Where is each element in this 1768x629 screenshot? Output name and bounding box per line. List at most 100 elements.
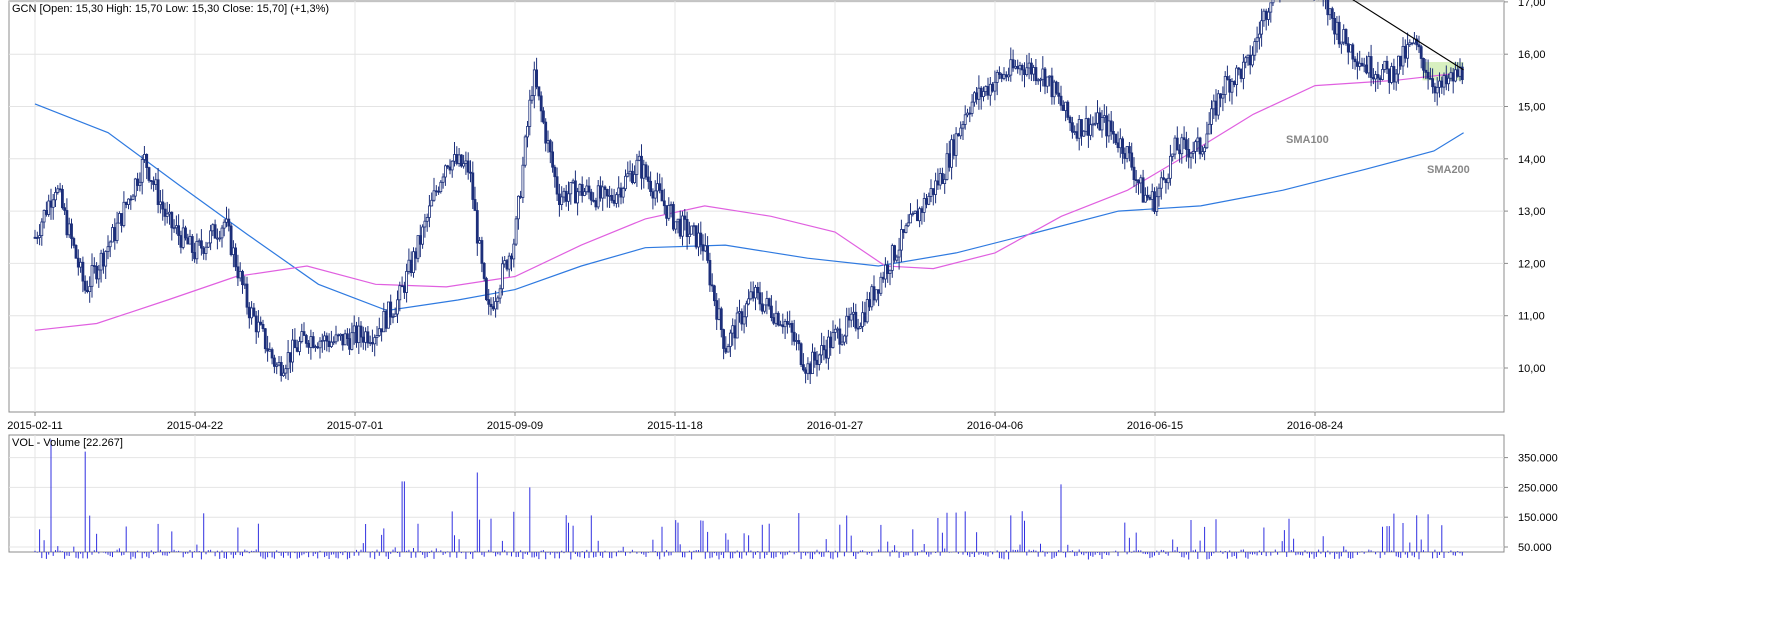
candle-body xyxy=(854,311,858,329)
sma200-line xyxy=(34,103,1464,312)
candle-body xyxy=(542,110,545,123)
candle-body xyxy=(1162,177,1165,180)
candle-body xyxy=(386,301,390,329)
candle-body xyxy=(1075,131,1079,139)
candle-body xyxy=(824,349,828,359)
candle-body xyxy=(852,311,855,315)
candle-body xyxy=(1045,76,1049,87)
candle-body xyxy=(1376,74,1380,79)
candle-body xyxy=(40,221,44,237)
candle-body xyxy=(699,232,703,246)
candle-body xyxy=(799,343,803,366)
candle-body xyxy=(1422,58,1425,71)
candle-body xyxy=(713,285,716,302)
candle-body xyxy=(694,225,698,248)
candle-body xyxy=(1020,65,1024,71)
candle-body xyxy=(959,127,963,137)
candle-body xyxy=(975,92,978,100)
candle-body xyxy=(1205,133,1209,149)
price-panel-frame xyxy=(8,0,1505,413)
candle-body xyxy=(393,313,397,317)
candle-body xyxy=(1394,73,1398,83)
candle-body xyxy=(1201,151,1204,155)
candle-body xyxy=(783,320,787,328)
candle-body xyxy=(656,183,659,192)
candle-body xyxy=(409,259,413,274)
candle-body xyxy=(1098,112,1102,131)
candle-body xyxy=(391,316,395,318)
candle-body xyxy=(1043,68,1047,87)
candle-body xyxy=(571,180,575,183)
candle-body xyxy=(952,139,956,156)
candle-body xyxy=(1055,81,1058,94)
candle-body xyxy=(788,322,792,325)
candle-body xyxy=(1246,54,1250,59)
candle-body xyxy=(368,341,372,344)
candle-body xyxy=(170,211,174,229)
candle-body xyxy=(1212,100,1216,110)
candle-body xyxy=(1116,142,1120,149)
candle-body xyxy=(868,299,871,308)
candle-body xyxy=(268,349,272,352)
candle-body xyxy=(1365,64,1368,74)
candle-body xyxy=(380,328,384,333)
candle-body xyxy=(179,235,183,248)
date-tick-label: 2015-07-01 xyxy=(327,420,383,432)
candle-body xyxy=(291,339,295,363)
candle-body xyxy=(890,245,894,271)
candle-body xyxy=(1059,95,1063,106)
candle-body xyxy=(1442,75,1446,88)
candle-body xyxy=(1401,46,1405,67)
candle-body xyxy=(1410,42,1414,45)
price-tick-label: 11,00 xyxy=(1518,311,1545,323)
candle-body xyxy=(1444,75,1448,85)
candle-body xyxy=(282,372,285,377)
candle-body xyxy=(33,236,37,239)
candle-body xyxy=(767,298,771,307)
candle-body xyxy=(970,101,974,114)
candle-body xyxy=(373,337,377,345)
candle-body xyxy=(1023,69,1026,76)
candle-body xyxy=(45,209,48,215)
candle-body xyxy=(129,198,133,201)
candle-body xyxy=(443,165,447,178)
candle-body xyxy=(1456,69,1460,77)
candle-body xyxy=(988,83,992,96)
candle-body xyxy=(772,317,776,324)
candle-body xyxy=(1328,8,1332,16)
candle-body xyxy=(1080,119,1083,137)
candle-body xyxy=(284,368,288,374)
candle-body xyxy=(1048,75,1051,78)
candle-body xyxy=(489,303,493,307)
candle-body xyxy=(674,221,678,230)
candle-body xyxy=(966,112,969,116)
candle-body xyxy=(339,333,342,336)
candle-body xyxy=(843,335,846,343)
candle-body xyxy=(218,237,222,240)
candle-body xyxy=(209,230,213,244)
candle-body xyxy=(174,225,178,229)
candle-body xyxy=(204,246,208,254)
candle-body xyxy=(332,341,336,344)
candle-body xyxy=(1230,81,1234,93)
candle-body xyxy=(564,190,568,202)
date-tick-label: 2016-01-27 xyxy=(807,420,863,432)
candle-body xyxy=(1082,130,1086,137)
candle-body xyxy=(911,213,915,216)
candle-body xyxy=(421,226,425,245)
candle-body xyxy=(628,170,632,175)
candle-body xyxy=(202,247,206,254)
candle-body xyxy=(1182,137,1186,141)
candle-body xyxy=(327,340,331,348)
candle-body xyxy=(63,207,66,211)
candle-body xyxy=(79,261,82,268)
candle-body xyxy=(61,188,64,209)
candle-body xyxy=(587,185,591,193)
candle-body xyxy=(1235,67,1238,85)
candle-body xyxy=(1237,67,1241,70)
candle-body xyxy=(738,311,741,314)
candle-body xyxy=(1349,44,1352,53)
candle-body xyxy=(193,252,197,260)
candle-body xyxy=(1406,44,1409,59)
